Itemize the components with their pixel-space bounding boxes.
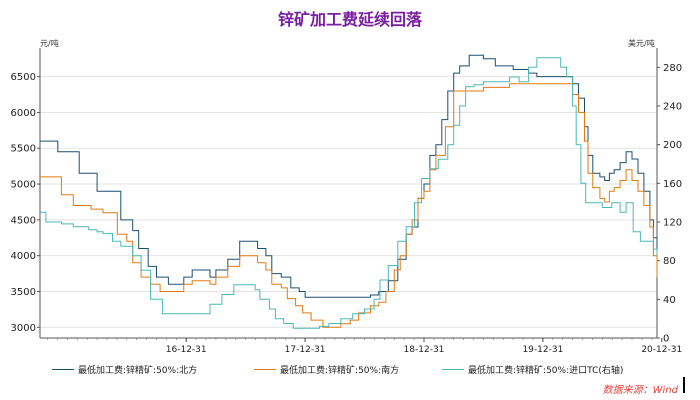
- right-axis-unit: 美元/吨: [628, 39, 655, 48]
- left-tick-label: 3500: [11, 287, 36, 298]
- left-tick-label: 6500: [11, 72, 36, 83]
- right-tick-label: 80: [663, 256, 676, 267]
- left-tick-label: 5000: [11, 180, 36, 191]
- source-label: 数据来源：Wind: [602, 385, 678, 396]
- x-tick-label: 19-12-31: [522, 345, 563, 355]
- right-tick-label: 280: [663, 63, 682, 74]
- grid-lines: [40, 76, 657, 328]
- series-lines: [40, 54, 658, 329]
- left-tick-label: 3000: [11, 323, 36, 334]
- legend: 最低加工费:锌精矿:50%:北方 最低加工费:锌精矿:50%:南方 最低加工费:…: [52, 362, 692, 376]
- axes: [37, 48, 663, 342]
- legend-label-north: 最低加工费:锌精矿:50%:北方: [78, 365, 198, 376]
- x-tick-label: 18-12-31: [404, 345, 445, 355]
- text-cursor: [683, 377, 685, 393]
- legend-item-import: 最低加工费:锌精矿:50%:进口TC(右轴): [442, 362, 623, 376]
- x-tick-label: 16-12-31: [166, 345, 207, 355]
- tick-labels: 3000 3500 4000 4500 5000 5500 6000 6500 0 40 80 120…: [11, 63, 683, 355]
- right-tick-label: 0: [663, 334, 669, 345]
- left-tick-label: 4500: [11, 215, 36, 226]
- legend-item-south: 最低加工费:锌精矿:50%:南方: [254, 362, 399, 376]
- legend-swatch-north: [52, 368, 74, 370]
- left-tick-label: 6000: [11, 108, 36, 119]
- right-tick-label: 160: [663, 179, 682, 190]
- right-tick-label: 200: [663, 140, 682, 151]
- x-tick-label: 20-12-31: [641, 345, 682, 355]
- legend-label-south: 最低加工费:锌精矿:50%:南方: [280, 365, 400, 376]
- legend-item-north: 最低加工费:锌精矿:50%:北方: [52, 362, 197, 376]
- left-tick-label: 5500: [11, 144, 36, 155]
- right-tick-label: 40: [663, 295, 676, 306]
- series-line-1: [40, 83, 658, 328]
- chart-title: 锌矿加工费延续回落: [277, 10, 422, 29]
- left-axis-unit: 元/吨: [40, 39, 59, 48]
- legend-swatch-south: [254, 368, 276, 370]
- legend-swatch-import: [442, 368, 464, 370]
- right-tick-label: 240: [663, 102, 682, 113]
- legend-label-import: 最低加工费:锌精矿:50%:进口TC(右轴): [468, 365, 624, 376]
- series-line-2: [40, 57, 658, 329]
- x-tick-label: 17-12-31: [285, 345, 326, 355]
- right-tick-label: 120: [663, 218, 682, 229]
- left-tick-label: 4000: [11, 251, 36, 262]
